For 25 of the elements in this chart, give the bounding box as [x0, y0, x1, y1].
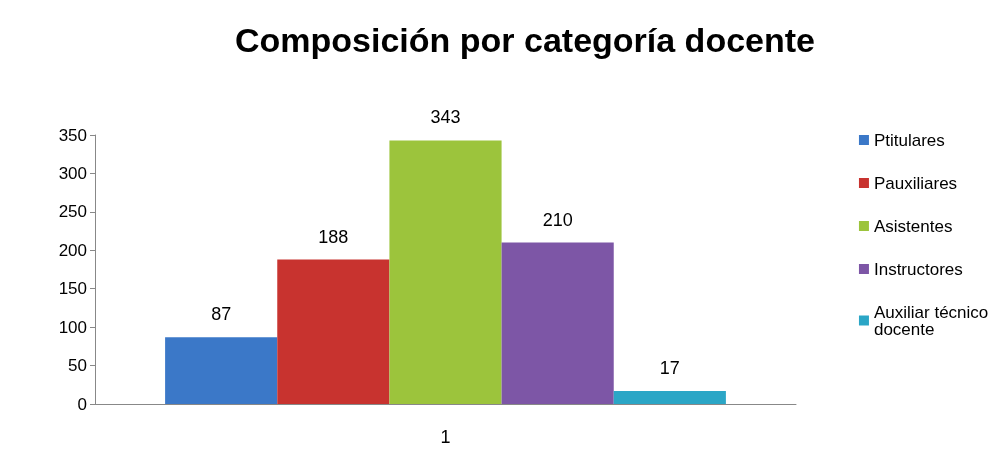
bar — [389, 140, 502, 404]
y-tick-label: 100 — [58, 317, 87, 337]
data-label: 343 — [430, 107, 461, 128]
y-tick-label: 50 — [68, 356, 87, 376]
legend-label: Instructores — [873, 259, 963, 279]
y-tick-label: 350 — [58, 125, 87, 145]
x-tick-label: 1 — [440, 427, 451, 447]
chart-title: Composición por categoría docente — [235, 21, 815, 59]
y-tick-label: 300 — [58, 163, 87, 183]
legend-label: Asistentes — [873, 216, 953, 236]
bar — [277, 259, 390, 404]
y-tick-label: 0 — [77, 394, 87, 414]
legend-label: Ptitulares — [873, 130, 945, 150]
data-label: 210 — [542, 209, 573, 230]
legend-label: Auxiliar técnico docente — [873, 302, 994, 339]
y-tick-label: 200 — [58, 240, 87, 260]
bar — [613, 390, 726, 404]
bar — [501, 242, 614, 404]
data-label: 17 — [659, 357, 680, 378]
data-label: 87 — [211, 304, 232, 325]
y-tick-label: 150 — [58, 279, 87, 299]
bar — [165, 337, 278, 404]
legend-label: Pauxiliares — [873, 173, 958, 193]
y-tick-label: 250 — [58, 202, 87, 222]
data-label: 188 — [318, 226, 349, 247]
